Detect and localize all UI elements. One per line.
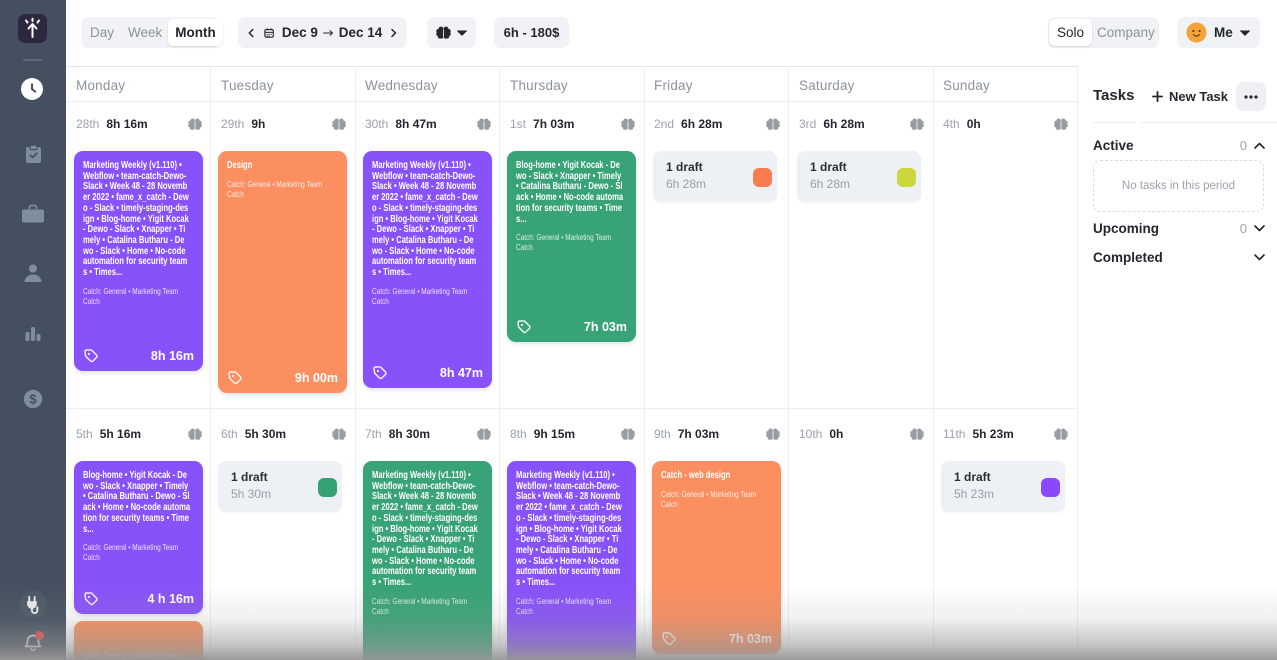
svg-text:$: $ [29,392,37,407]
